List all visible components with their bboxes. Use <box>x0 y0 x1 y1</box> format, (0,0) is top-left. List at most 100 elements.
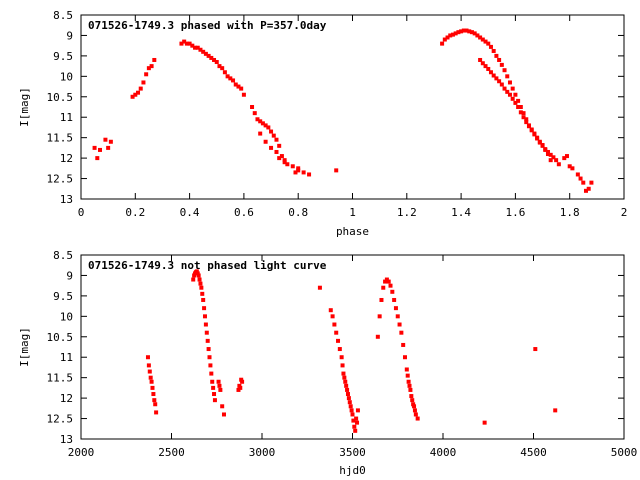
data-point <box>282 158 287 163</box>
data-point <box>521 111 526 116</box>
data-point <box>236 84 241 89</box>
data-point <box>499 82 504 87</box>
x-tick-label: 4000 <box>430 446 457 459</box>
data-point <box>204 330 209 335</box>
data-point <box>144 72 149 77</box>
data-point <box>199 285 204 290</box>
data-point <box>475 33 480 38</box>
data-point <box>212 392 217 397</box>
data-point <box>482 420 487 425</box>
data-point <box>554 158 559 163</box>
data-point <box>252 111 257 116</box>
x-tick-label: 3000 <box>249 446 276 459</box>
data-point <box>556 162 561 167</box>
data-point <box>589 180 594 185</box>
data-point <box>241 92 246 97</box>
y-tick-label: 12 <box>60 392 73 405</box>
data-point <box>271 133 276 138</box>
x-axis-label: hjd0 <box>339 464 366 477</box>
data-point <box>195 45 200 50</box>
x-tick-label: 2500 <box>158 446 185 459</box>
data-point <box>518 105 523 109</box>
data-point <box>220 404 225 409</box>
data-point <box>317 285 322 290</box>
data-point <box>392 297 397 302</box>
data-point <box>148 375 153 380</box>
data-point <box>225 74 230 79</box>
data-point <box>411 402 416 407</box>
data-point <box>216 379 221 384</box>
data-point <box>263 123 268 128</box>
data-point <box>263 139 268 144</box>
data-point <box>206 347 211 352</box>
data-point <box>518 110 523 115</box>
data-point <box>337 347 342 352</box>
data-point <box>285 162 290 167</box>
data-point <box>516 98 521 103</box>
data-point <box>388 283 393 288</box>
data-point <box>377 314 382 319</box>
data-point <box>499 62 504 67</box>
data-point <box>187 41 192 46</box>
data-point <box>445 35 450 40</box>
data-point <box>147 369 152 374</box>
y-tick-label: 11 <box>60 111 73 124</box>
data-point <box>575 172 580 177</box>
data-point <box>307 172 312 177</box>
data-point <box>406 379 411 384</box>
y-tick-label: 10 <box>60 70 73 83</box>
data-point <box>472 31 477 36</box>
data-point <box>448 33 453 38</box>
data-point <box>483 64 488 69</box>
data-point <box>196 273 201 278</box>
data-point <box>328 308 333 313</box>
data-point <box>464 28 469 33</box>
data-point <box>456 30 461 35</box>
data-point <box>491 73 496 78</box>
data-point <box>537 140 542 145</box>
data-point <box>413 412 418 417</box>
data-point <box>330 314 335 319</box>
data-point <box>353 428 358 433</box>
data-point <box>233 82 238 87</box>
data-point <box>381 285 386 290</box>
data-point <box>296 168 301 173</box>
data-point <box>149 379 154 384</box>
data-point <box>524 120 529 125</box>
data-point <box>92 145 97 150</box>
data-point <box>535 136 540 141</box>
data-point <box>532 132 537 137</box>
data-point <box>198 281 203 286</box>
data-point <box>277 143 282 148</box>
data-point <box>207 355 212 360</box>
data-point <box>228 76 233 81</box>
data-point <box>342 375 347 380</box>
data-point <box>488 44 493 49</box>
chart-panel-2: 2000 2500 3000 3500 4000 4500 5000 8.5 9 9.5 10 10.… <box>18 249 637 477</box>
data-point <box>182 39 187 44</box>
data-point <box>221 412 226 417</box>
data-point <box>494 76 499 81</box>
data-point <box>583 188 588 193</box>
x-tick-label: 0.4 <box>180 206 200 219</box>
data-point <box>206 53 211 58</box>
data-point <box>334 168 339 173</box>
y-tick-label: 12 <box>60 152 73 165</box>
data-point <box>343 379 348 384</box>
data-point <box>399 330 404 335</box>
data-point <box>192 273 197 278</box>
data-point <box>146 66 151 71</box>
data-point <box>217 383 222 388</box>
data-point <box>379 297 384 302</box>
data-point <box>190 43 195 48</box>
data-point <box>203 322 208 327</box>
y-tick-label: 9.5 <box>53 290 73 303</box>
data-point <box>184 41 189 46</box>
y-tick-label: 13 <box>60 433 73 446</box>
data-point <box>202 306 207 311</box>
data-point <box>214 60 219 65</box>
data-point <box>208 363 213 368</box>
data-point <box>521 115 526 120</box>
